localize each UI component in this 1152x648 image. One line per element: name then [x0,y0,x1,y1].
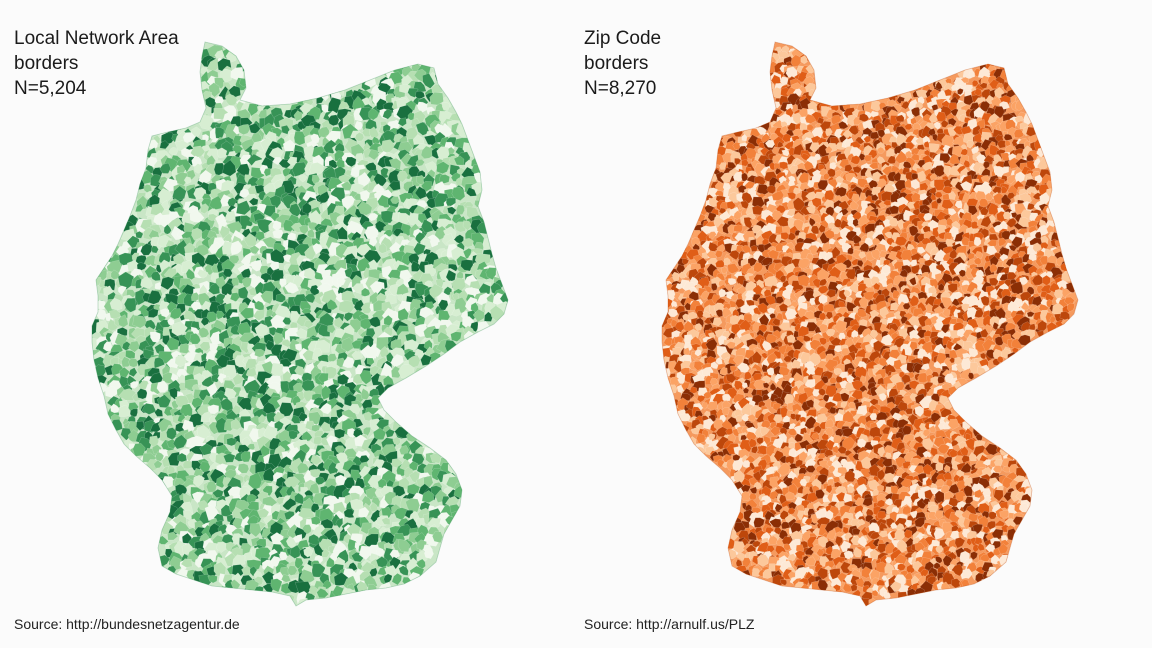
zip-map-panel: Zip Code borders N=8,270 Source: http://… [576,0,1152,648]
map-title-line-3: N=5,204 [14,78,87,99]
map-title-line-2: borders [584,53,649,74]
map-title-line-3: N=8,270 [584,78,657,99]
germany-zip-choropleth [661,41,1079,607]
map-regions [662,42,1078,606]
map-source: Source: http://arnulf.us/PLZ [584,616,755,632]
lna-map-panel: Local Network Area borders N=5,204 Sourc… [14,26,509,632]
map-title: Zip Code borders N=8,270 [584,26,661,101]
map-source: Source: http://bundesnetzagentur.de [14,616,240,632]
map-regions [92,42,508,606]
map-title: Local Network Area borders N=5,204 [14,26,179,101]
country-outline [91,41,509,607]
country-outline [661,41,1079,607]
map-title-line-2: borders [14,53,79,74]
map-title-line-1: Zip Code [584,28,662,49]
map-title-line-1: Local Network Area [14,28,179,49]
germany-lna-choropleth [91,41,509,607]
